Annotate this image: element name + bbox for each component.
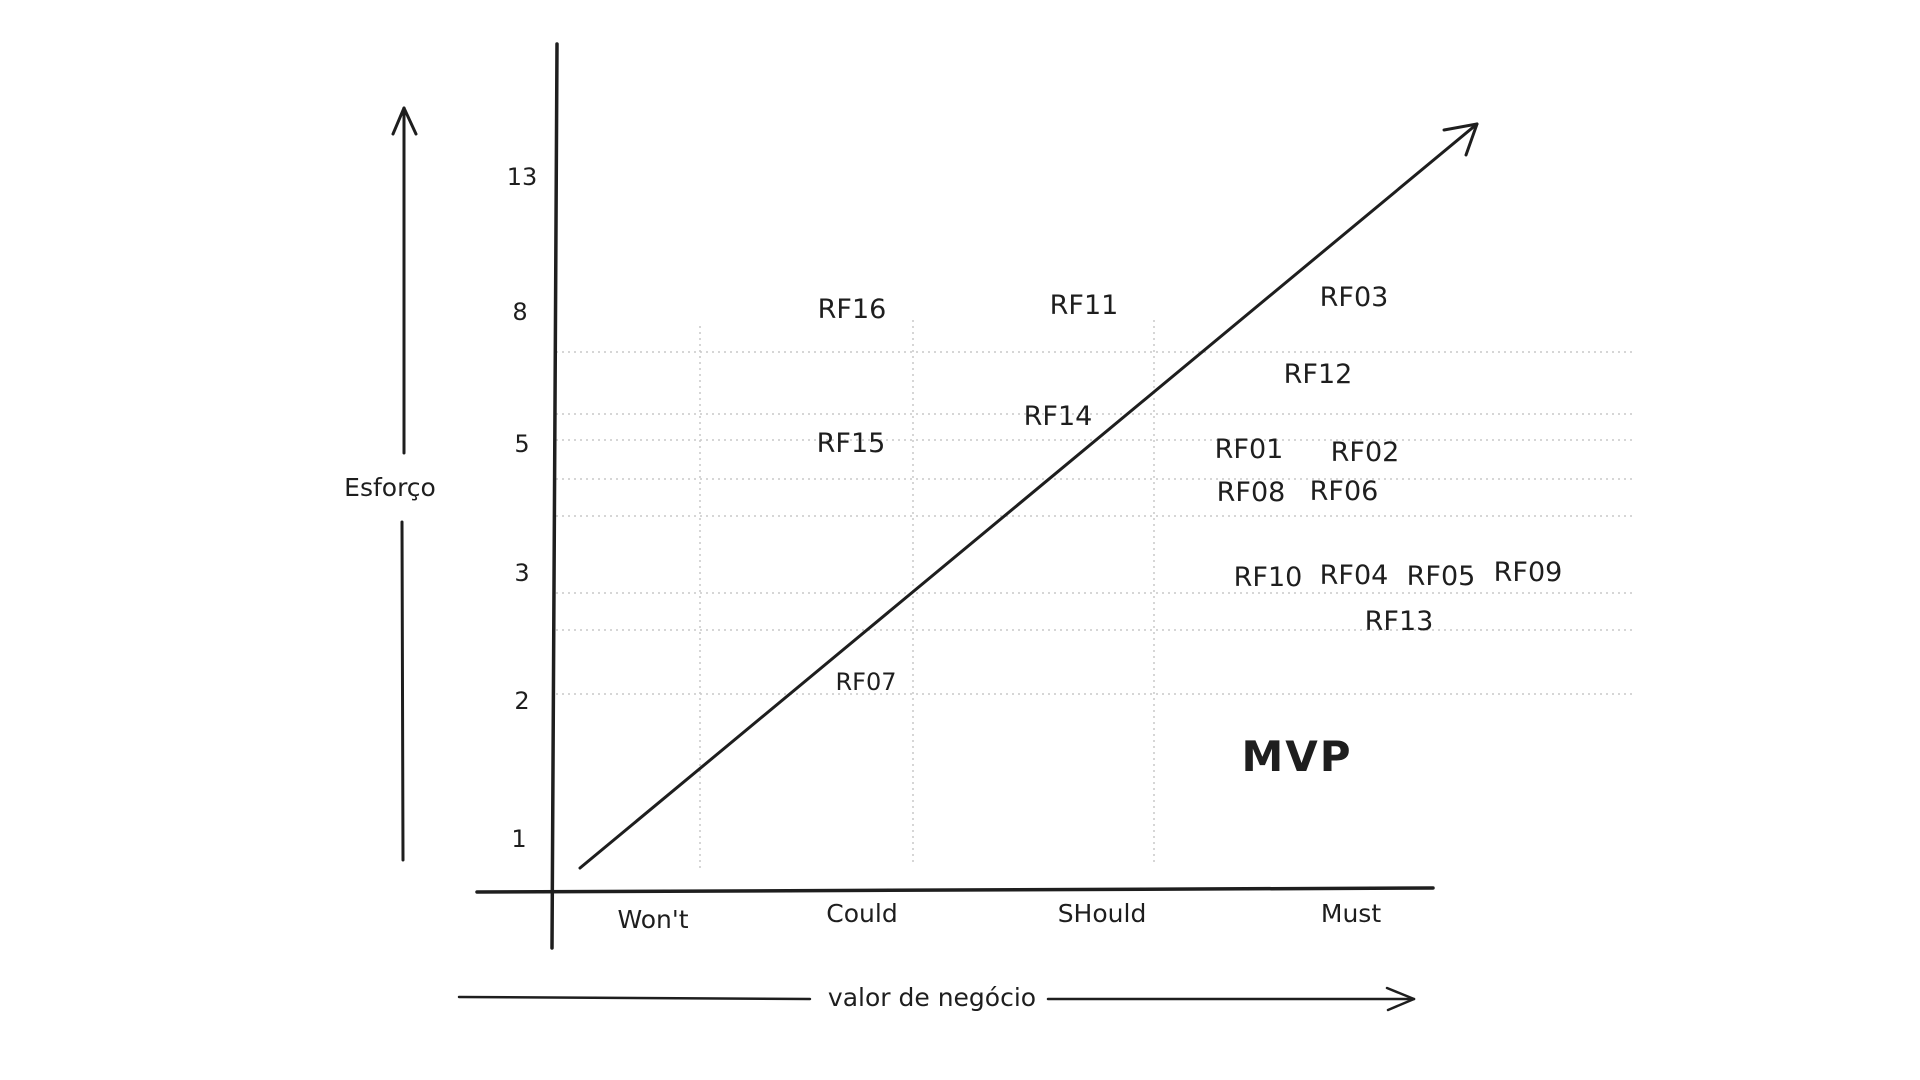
requirement-label: RF11 — [1050, 290, 1119, 321]
y-axis-title: Esforço — [344, 473, 436, 502]
requirement-label: RF12 — [1284, 359, 1353, 390]
y-title-arrowhead — [391, 106, 418, 136]
x-category-must: Must — [1321, 899, 1381, 928]
requirement-label: RF15 — [817, 428, 886, 459]
x-categories: Won't Could SHould Must — [617, 899, 1381, 934]
y-tick-1: 1 — [511, 825, 526, 853]
y-tick-5: 5 — [514, 430, 529, 458]
y-tick-13: 13 — [507, 163, 538, 191]
y-tick-3: 3 — [514, 559, 529, 587]
x-category-wont: Won't — [617, 905, 688, 934]
diagonal-arrow — [578, 122, 1479, 870]
y-tick-2: 2 — [514, 687, 529, 715]
requirement-label: RF08 — [1217, 477, 1286, 508]
requirement-label: RF06 — [1310, 476, 1379, 507]
requirement-label: RF16 — [818, 294, 887, 325]
x-axis-title: valor de negócio — [828, 983, 1036, 1012]
x-title-arrowhead — [1385, 986, 1416, 1012]
x-category-should: SHould — [1058, 899, 1147, 928]
requirement-label: RF05 — [1407, 561, 1476, 592]
mvp-label: MVP — [1241, 732, 1352, 781]
x-category-could: Could — [826, 899, 897, 928]
y-tick-8: 8 — [512, 298, 527, 326]
y-axis-line — [550, 42, 559, 950]
x-title-arrow-left — [457, 995, 812, 1001]
requirement-label: RF10 — [1234, 562, 1303, 593]
requirement-label: RF04 — [1320, 560, 1389, 591]
requirement-label: RF14 — [1024, 401, 1093, 432]
grid — [556, 320, 1636, 870]
y-title-arrow-lower — [400, 520, 405, 862]
diagonal-arrowhead — [1442, 122, 1479, 157]
x-axis-line — [475, 886, 1435, 894]
requirement-label: RF01 — [1215, 434, 1284, 465]
requirement-label: RF09 — [1494, 557, 1563, 588]
requirement-label: RF02 — [1331, 437, 1400, 468]
requirements: RF16 RF11 RF03 RF12 RF14 RF15 RF01 RF02 … — [817, 282, 1563, 696]
requirement-label: RF07 — [835, 668, 896, 696]
requirement-label: RF13 — [1365, 606, 1434, 637]
y-ticks: 13 8 5 3 2 1 — [507, 163, 538, 853]
requirement-label: RF03 — [1320, 282, 1389, 313]
